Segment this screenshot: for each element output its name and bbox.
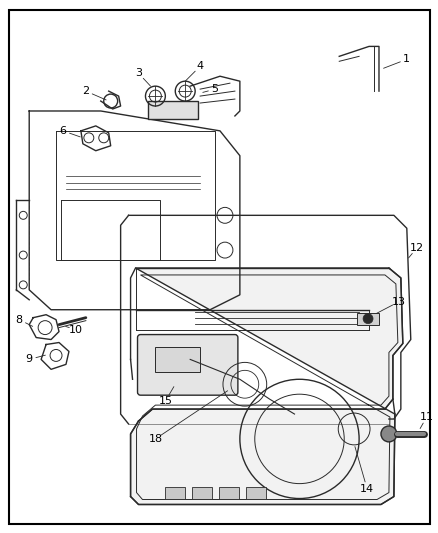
Bar xyxy=(148,101,198,119)
Text: 11: 11 xyxy=(419,412,433,422)
Polygon shape xyxy=(130,268,402,505)
FancyBboxPatch shape xyxy=(137,335,237,395)
Text: 6: 6 xyxy=(60,126,66,136)
Text: 13: 13 xyxy=(391,297,405,307)
Text: 18: 18 xyxy=(148,434,162,444)
Circle shape xyxy=(362,314,372,324)
Text: 1: 1 xyxy=(403,54,410,64)
Text: 12: 12 xyxy=(409,243,423,253)
Bar xyxy=(155,348,200,373)
Bar xyxy=(192,487,212,498)
Text: 8: 8 xyxy=(16,314,23,325)
Bar xyxy=(165,487,185,498)
Text: 10: 10 xyxy=(69,325,83,335)
Text: 14: 14 xyxy=(359,483,373,494)
Text: 2: 2 xyxy=(82,86,89,96)
Text: 9: 9 xyxy=(25,354,33,365)
Bar xyxy=(219,487,238,498)
Text: 15: 15 xyxy=(158,396,172,406)
Bar xyxy=(245,487,265,498)
Text: 5: 5 xyxy=(211,84,218,94)
Text: 4: 4 xyxy=(196,61,203,71)
Bar xyxy=(356,313,378,325)
Text: 3: 3 xyxy=(135,68,141,78)
Circle shape xyxy=(380,426,396,442)
